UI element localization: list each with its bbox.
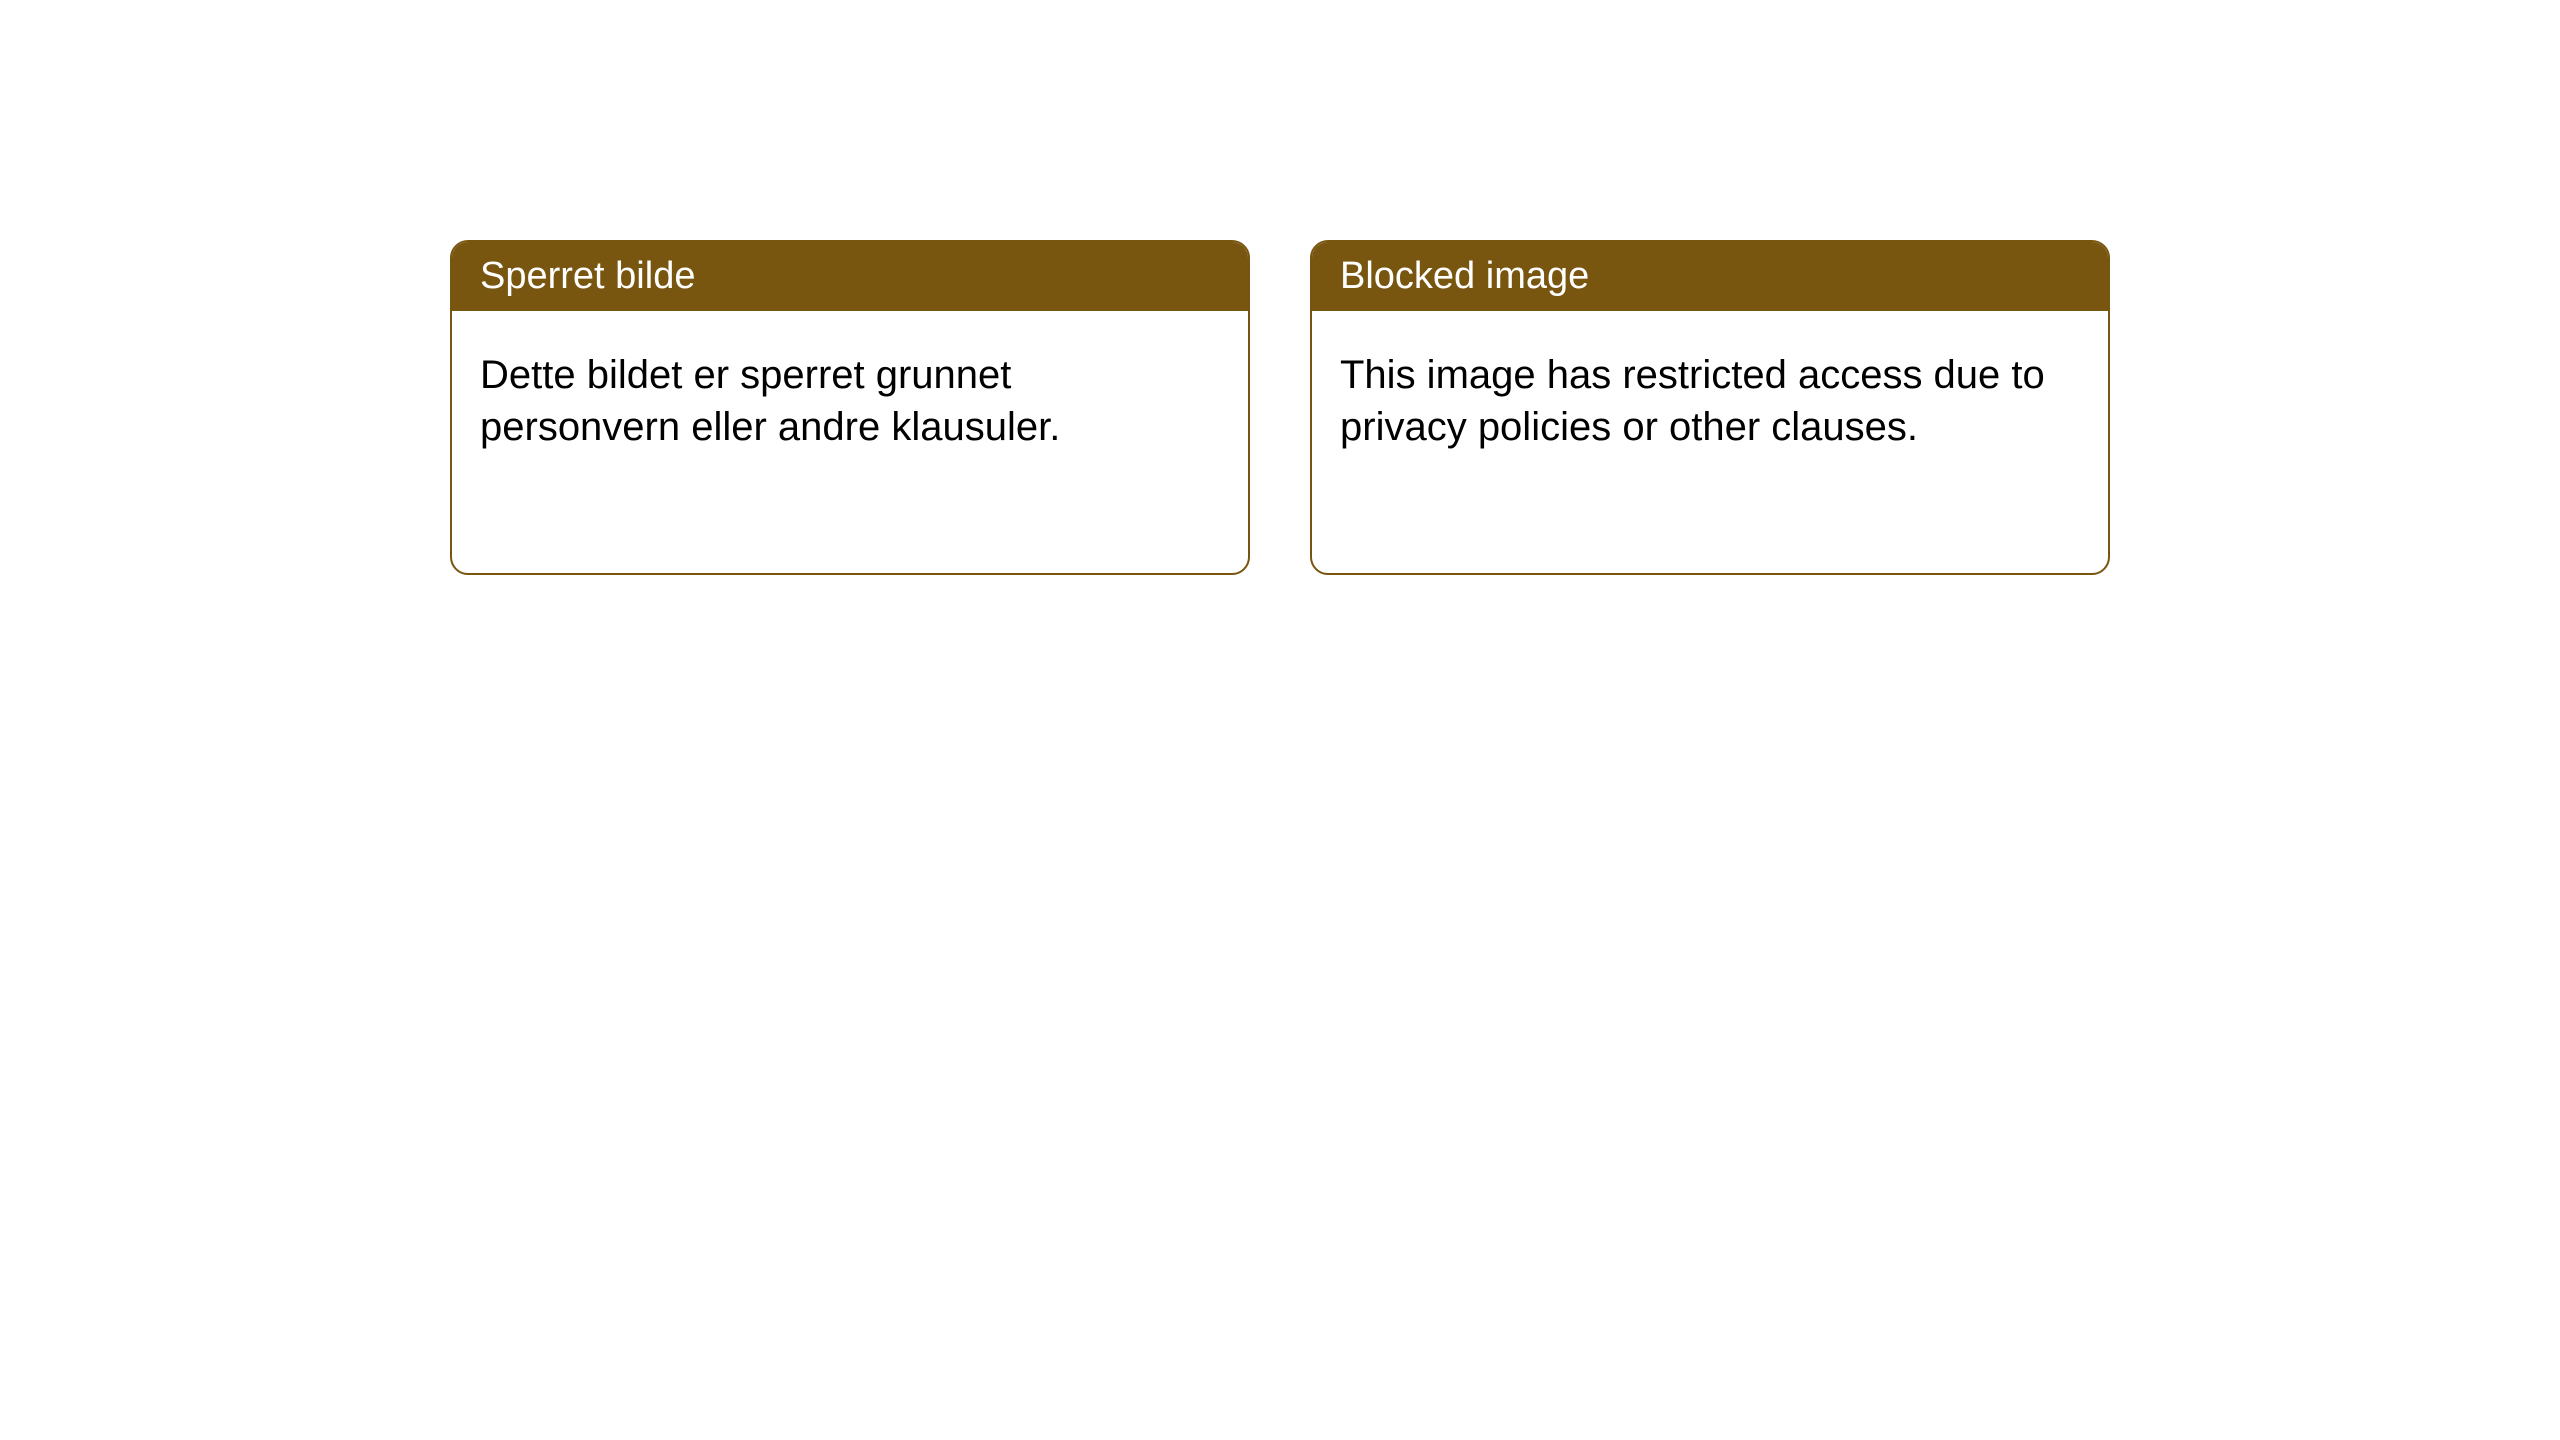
card-header-english: Blocked image	[1312, 242, 2108, 311]
card-body-english: This image has restricted access due to …	[1312, 311, 2108, 491]
card-text-norwegian: Dette bildet er sperret grunnet personve…	[480, 353, 1060, 449]
notice-cards-container: Sperret bilde Dette bildet er sperret gr…	[450, 240, 2110, 575]
notice-card-english: Blocked image This image has restricted …	[1310, 240, 2110, 575]
notice-card-norwegian: Sperret bilde Dette bildet er sperret gr…	[450, 240, 1250, 575]
card-text-english: This image has restricted access due to …	[1340, 353, 2045, 449]
card-header-norwegian: Sperret bilde	[452, 242, 1248, 311]
card-body-norwegian: Dette bildet er sperret grunnet personve…	[452, 311, 1248, 491]
card-title-english: Blocked image	[1340, 255, 1589, 297]
card-title-norwegian: Sperret bilde	[480, 255, 695, 297]
